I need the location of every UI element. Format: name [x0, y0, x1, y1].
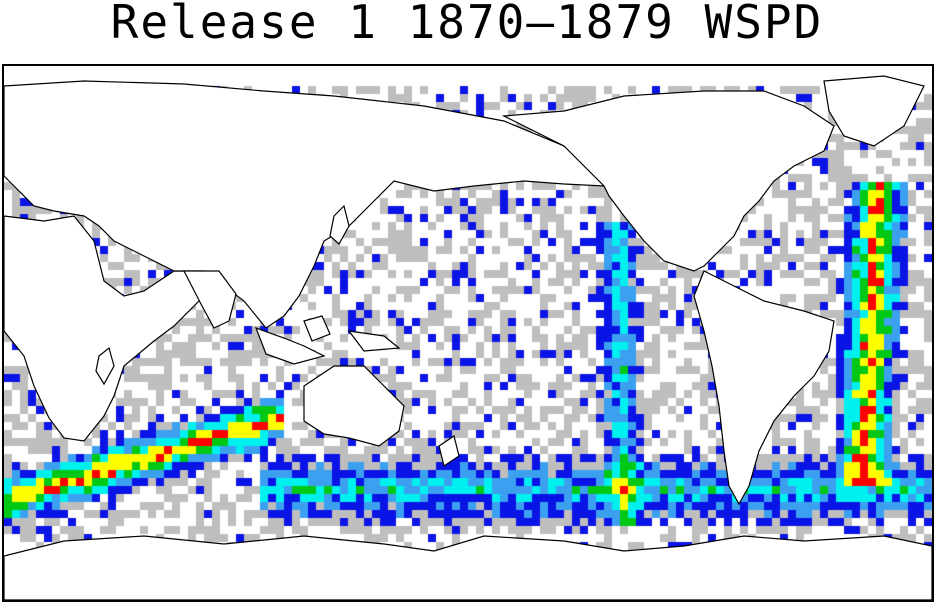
landmass-south-america: [693, 270, 835, 506]
landmass-new-guinea: [347, 330, 401, 352]
landmass-australia: [303, 365, 405, 447]
landmass-greenland: [823, 75, 925, 147]
landmass-antarctica: [4, 535, 932, 600]
landmass-japan: [329, 204, 350, 245]
landmass-madagascar: [95, 346, 115, 386]
landmass-eurasia: [4, 80, 605, 329]
landmass-new-zealand: [438, 435, 460, 467]
landmass-india: [183, 270, 237, 329]
world-map: [2, 64, 934, 602]
coastlines: [4, 75, 932, 600]
landmass-africa: [4, 215, 205, 442]
map-title: Release 1 1870–1879 WSPD: [110, 0, 824, 49]
landmass-borneo: [303, 315, 331, 342]
landmass-indonesia: [254, 326, 326, 365]
landmass-north-america: [501, 90, 835, 272]
